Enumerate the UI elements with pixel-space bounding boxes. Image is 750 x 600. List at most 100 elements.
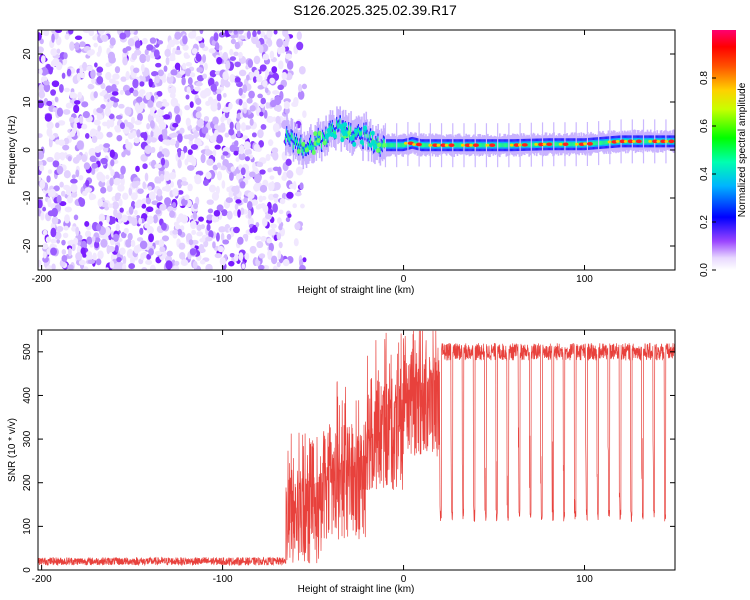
noise-blob <box>95 258 102 266</box>
noise-blob <box>251 199 259 206</box>
noise-blob <box>253 55 261 65</box>
noise-blob <box>69 41 75 51</box>
noise-blob <box>144 223 151 229</box>
spectrogram-y-label: Frequency (Hz) <box>7 116 18 185</box>
noise-blob <box>252 76 257 83</box>
noise-blob <box>302 257 307 263</box>
snr-panel: -200 -100 0 100 0 100 200 300 400 500 Height of … <box>7 329 676 595</box>
noise-blob <box>112 201 120 210</box>
noise-blob <box>238 144 245 155</box>
noise-blob <box>131 217 138 227</box>
noise-blob <box>190 143 199 150</box>
noise-blob <box>220 116 225 123</box>
noise-blob <box>184 194 189 201</box>
noise-blob <box>65 187 72 196</box>
noise-blob <box>89 193 97 200</box>
noise-blob <box>224 132 230 138</box>
noise-blob <box>269 175 275 180</box>
signal-peak <box>440 143 447 147</box>
snr-frame <box>37 329 676 571</box>
noise-blob <box>126 248 134 259</box>
noise-blob <box>110 96 116 102</box>
colorbar: 0.0 0.2 0.4 0.6 0.8 Normalized spectral ampl… <box>699 30 748 277</box>
noise-blob <box>87 83 94 90</box>
noise-blob <box>107 51 116 62</box>
noise-blob <box>135 165 140 173</box>
noise-blob <box>60 152 66 161</box>
noise-blob <box>77 241 81 246</box>
noise-blob <box>238 152 246 161</box>
noise-blob <box>246 201 253 210</box>
signal-early-blob <box>317 130 322 136</box>
noise-blob <box>146 215 154 225</box>
noise-blob <box>112 73 120 80</box>
noise-blob <box>164 48 171 58</box>
noise-blob <box>246 30 251 40</box>
noise-blob <box>252 30 257 38</box>
noise-blob <box>202 73 207 79</box>
noise-blob <box>216 93 222 102</box>
noise-blob <box>199 90 208 99</box>
noise-blob <box>71 174 76 179</box>
noise-blob <box>123 119 128 125</box>
noise-blob <box>211 191 220 201</box>
signal-peak-warm <box>607 140 612 144</box>
noise-blob <box>240 207 245 216</box>
noise-blob <box>67 156 72 162</box>
noise-blob <box>70 192 78 198</box>
noise-blob <box>134 40 141 49</box>
noise-blob <box>116 134 123 142</box>
noise-blob <box>234 203 239 210</box>
noise-blob <box>155 114 160 123</box>
noise-blob <box>205 236 213 242</box>
signal-peak-warm <box>583 142 587 146</box>
noise-blob <box>146 241 153 247</box>
noise-blob <box>257 129 264 139</box>
noise-blob <box>264 87 269 94</box>
snr-y-label: SNR (10 * v/v) <box>7 418 18 482</box>
signal-peak <box>562 142 569 147</box>
noise-blob <box>50 48 58 56</box>
noise-blob <box>125 142 133 150</box>
noise-blob <box>265 153 271 162</box>
noise-blob <box>260 123 267 130</box>
noise-blob <box>121 214 128 223</box>
noise-blob <box>57 120 66 126</box>
signal-peak-warm <box>469 143 473 147</box>
noise-blob <box>296 41 304 51</box>
noise-blob <box>50 89 57 96</box>
noise-blob <box>270 223 277 229</box>
noise-blob <box>195 97 202 106</box>
noise-blob <box>281 71 288 80</box>
noise-blob <box>157 108 164 117</box>
noise-blob <box>55 139 61 145</box>
noise-blob <box>278 241 283 249</box>
noise-blob <box>38 151 45 160</box>
x-tick-label: -100 <box>213 274 233 285</box>
noise-blob <box>282 171 288 181</box>
signal-peak-warm <box>534 143 538 146</box>
noise-blob <box>73 117 80 123</box>
noise-blob <box>169 181 175 188</box>
noise-blob <box>55 122 60 129</box>
noise-blob <box>38 32 42 41</box>
noise-blob <box>73 214 79 221</box>
noise-blob <box>91 236 96 242</box>
noise-blob <box>214 253 222 259</box>
noise-blob <box>81 123 88 130</box>
noise-blob <box>177 158 182 169</box>
noise-blob <box>195 35 203 42</box>
noise-blob <box>64 33 70 40</box>
noise-blob <box>277 217 282 224</box>
noise-blob <box>90 167 96 175</box>
y-tick-label: 500 <box>22 343 33 360</box>
noise-blob <box>150 146 156 154</box>
noise-blob <box>229 121 234 130</box>
spectrogram-x-label: Height of straight line (km) <box>298 285 415 296</box>
colorbar-gradient <box>712 30 736 270</box>
noise-blob <box>244 156 250 162</box>
noise-blob <box>171 132 179 138</box>
noise-blob <box>114 244 119 253</box>
noise-blob <box>106 215 110 224</box>
noise-blob <box>90 69 96 79</box>
